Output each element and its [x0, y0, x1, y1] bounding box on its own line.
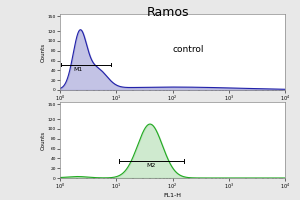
X-axis label: FL1-H: FL1-H: [164, 193, 181, 198]
Text: Ramos: Ramos: [147, 6, 189, 19]
Text: control: control: [172, 45, 204, 54]
Y-axis label: Counts: Counts: [41, 130, 46, 150]
Text: M1: M1: [74, 67, 83, 72]
Text: M2: M2: [147, 163, 156, 168]
X-axis label: FL1-H: FL1-H: [164, 105, 181, 110]
Y-axis label: Counts: Counts: [41, 42, 46, 62]
